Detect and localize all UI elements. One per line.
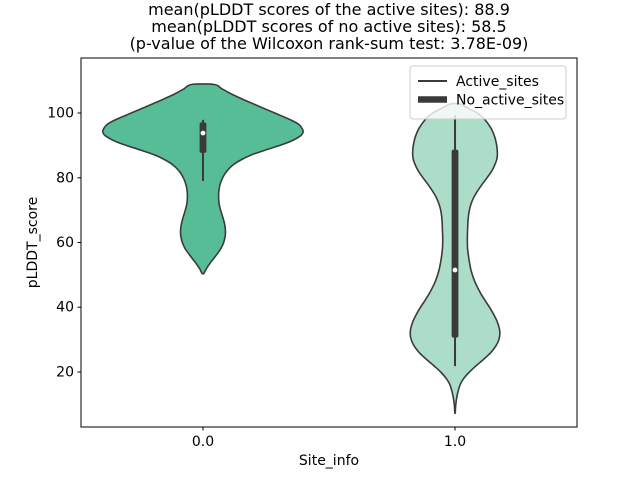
legend-box: [409, 65, 567, 120]
ytick-20: 20: [56, 365, 74, 381]
ytick-100: 100: [47, 106, 74, 122]
ytick-60: 60: [56, 235, 74, 251]
legend-label-active-sites: Active_sites: [456, 74, 539, 90]
iqr-box-no-active-sites: [451, 149, 459, 338]
iqr-box-active-sites: [199, 122, 207, 153]
y-axis-label: pLDDT_score: [25, 197, 41, 288]
median-dot-active-sites: [200, 130, 206, 136]
xtick-1: 1.0: [444, 434, 466, 450]
median-dot-no-active-sites: [452, 267, 458, 273]
ytick-80: 80: [56, 170, 74, 186]
x-axis-label: Site_info: [299, 453, 359, 469]
legend-label-no-active-sites: No_active_sites: [456, 93, 564, 109]
chart-title-line-1: mean(pLDDT scores of the active sites): …: [148, 0, 510, 19]
legend: Active_sites No_active_sites: [409, 65, 567, 120]
chart-title-line-3: (p-value of the Wilcoxon rank-sum test: …: [130, 34, 529, 53]
x-axis-ticks: 0.0 1.0: [192, 427, 466, 450]
violin-layer: [101, 83, 501, 415]
xtick-0: 0.0: [192, 434, 214, 450]
ytick-40: 40: [56, 300, 74, 316]
chart-title-line-2: mean(pLDDT scores of no active sites): 5…: [151, 17, 506, 36]
y-axis-ticks: 100 80 60 40 20: [47, 106, 81, 381]
